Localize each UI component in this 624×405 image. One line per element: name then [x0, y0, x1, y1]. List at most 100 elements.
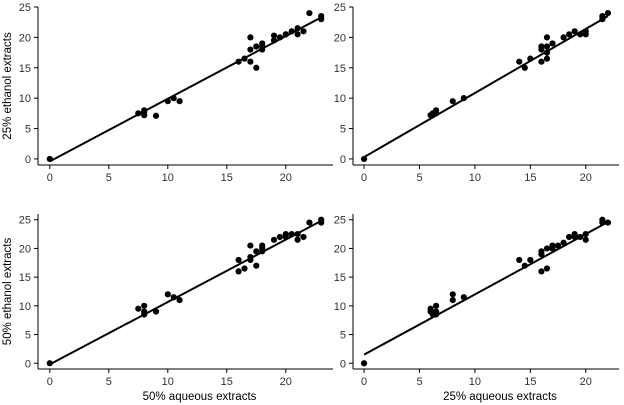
data-point	[433, 311, 440, 318]
y-tick-label: 15	[19, 63, 31, 75]
data-point	[270, 37, 278, 44]
data-point	[247, 242, 254, 249]
y-tick-label: 25	[19, 2, 31, 14]
data-point	[300, 233, 307, 241]
data-point	[318, 13, 325, 20]
y-tick-label: 0	[25, 154, 31, 166]
panel-3: 0 5 10 15 20 0 5 10 15 20 25 50% aqueous extracts 50…	[2, 214, 333, 403]
data-point	[599, 13, 606, 20]
data-point	[360, 360, 368, 367]
y-tick-label: 0	[25, 358, 31, 370]
data-point	[521, 64, 528, 71]
x-tick-label: 10	[469, 376, 481, 388]
y-tick-label: 0	[340, 358, 346, 370]
y-tick-label: 5	[340, 330, 346, 342]
data-point	[554, 242, 562, 249]
x-tick-label: 5	[106, 172, 112, 184]
data-point	[253, 64, 260, 71]
y-tick-label: 20	[334, 243, 346, 255]
data-point	[566, 31, 573, 38]
data-point	[135, 305, 142, 312]
data-point	[582, 230, 589, 238]
data-point	[164, 291, 171, 298]
y-tick-label: 25	[19, 215, 31, 227]
regression-line	[363, 15, 609, 158]
data-point	[235, 256, 242, 264]
data-point	[176, 98, 183, 105]
data-point	[300, 28, 307, 35]
data-point	[247, 256, 254, 264]
data-point	[577, 31, 584, 38]
data-point	[241, 55, 248, 62]
x-tick-label: 10	[469, 172, 481, 184]
data-point	[247, 46, 254, 53]
data-point	[460, 95, 467, 102]
data-point	[433, 302, 440, 309]
data-point	[235, 58, 242, 65]
y-tick-label: 5	[25, 124, 31, 136]
data-point	[582, 31, 589, 38]
x-tick-label: 0	[361, 376, 367, 388]
y-tick-label: 0	[340, 154, 346, 166]
x-tick-label: 5	[106, 376, 112, 388]
data-point	[282, 233, 289, 241]
data-point	[282, 31, 289, 38]
data-point	[141, 311, 148, 318]
x-axis-title: 25% aqueous extracts	[443, 391, 557, 403]
data-point	[135, 110, 142, 117]
data-point	[521, 262, 528, 269]
y-tick-label: 10	[334, 93, 346, 105]
data-point	[449, 291, 456, 298]
data-point	[571, 28, 578, 35]
x-tick-label: 10	[162, 172, 174, 184]
data-point	[318, 216, 325, 223]
data-point	[543, 49, 551, 56]
data-point	[538, 251, 545, 258]
data-point	[253, 43, 260, 50]
y-tick-label: 10	[19, 301, 31, 313]
data-point	[294, 230, 301, 238]
data-point	[433, 110, 440, 117]
data-point	[247, 58, 254, 65]
data-point	[516, 256, 523, 264]
data-point	[449, 297, 456, 304]
data-point	[164, 98, 171, 105]
x-tick-label: 0	[47, 376, 53, 388]
data-point	[276, 34, 283, 41]
data-point	[253, 262, 260, 269]
x-tick-label: 10	[162, 376, 174, 388]
x-tick-label: 5	[416, 376, 422, 388]
x-tick-label: 20	[280, 376, 292, 388]
data-point	[247, 34, 254, 41]
y-tick-label: 10	[334, 301, 346, 313]
x-tick-label: 0	[47, 172, 53, 184]
data-point	[599, 219, 606, 226]
y-tick-label: 5	[340, 124, 346, 136]
data-point	[538, 43, 545, 50]
x-tick-label: 20	[580, 172, 592, 184]
x-tick-label: 15	[524, 376, 536, 388]
x-tick-label: 20	[280, 172, 292, 184]
y-tick-label: 15	[19, 272, 31, 284]
data-point	[543, 43, 551, 50]
y-tick-label: 25	[334, 215, 346, 227]
x-tick-label: 15	[221, 376, 233, 388]
data-point	[543, 245, 551, 252]
data-point	[176, 297, 183, 304]
x-tick-label: 15	[221, 172, 233, 184]
data-point	[604, 9, 612, 17]
data-point	[527, 55, 534, 62]
data-point	[259, 43, 266, 50]
panel-1: 0 5 10 15 20 0 5 10 15 20 25 25% ethanol extracts	[2, 2, 333, 184]
data-point	[604, 219, 612, 226]
x-tick-label: 15	[524, 172, 536, 184]
data-point	[170, 95, 177, 102]
data-point	[549, 40, 556, 47]
data-point	[538, 268, 545, 275]
data-point	[543, 34, 551, 41]
data-point	[152, 308, 160, 315]
data-point	[566, 233, 573, 241]
data-point	[170, 294, 177, 301]
data-point	[46, 360, 53, 367]
